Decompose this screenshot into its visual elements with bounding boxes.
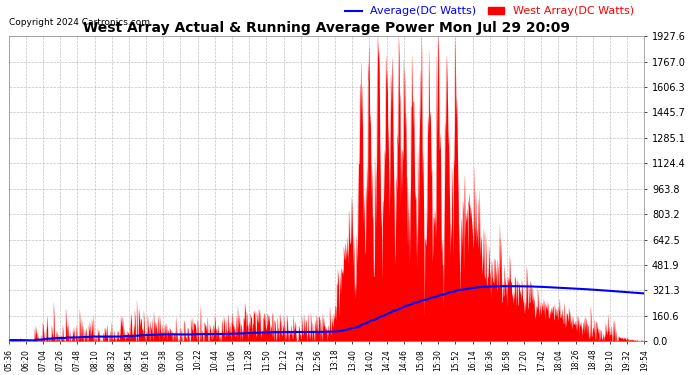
Legend: Average(DC Watts), West Array(DC Watts): Average(DC Watts), West Array(DC Watts) [340, 2, 639, 21]
Text: Copyright 2024 Cartronics.com: Copyright 2024 Cartronics.com [9, 18, 150, 27]
Title: West Array Actual & Running Average Power Mon Jul 29 20:09: West Array Actual & Running Average Powe… [83, 21, 570, 35]
